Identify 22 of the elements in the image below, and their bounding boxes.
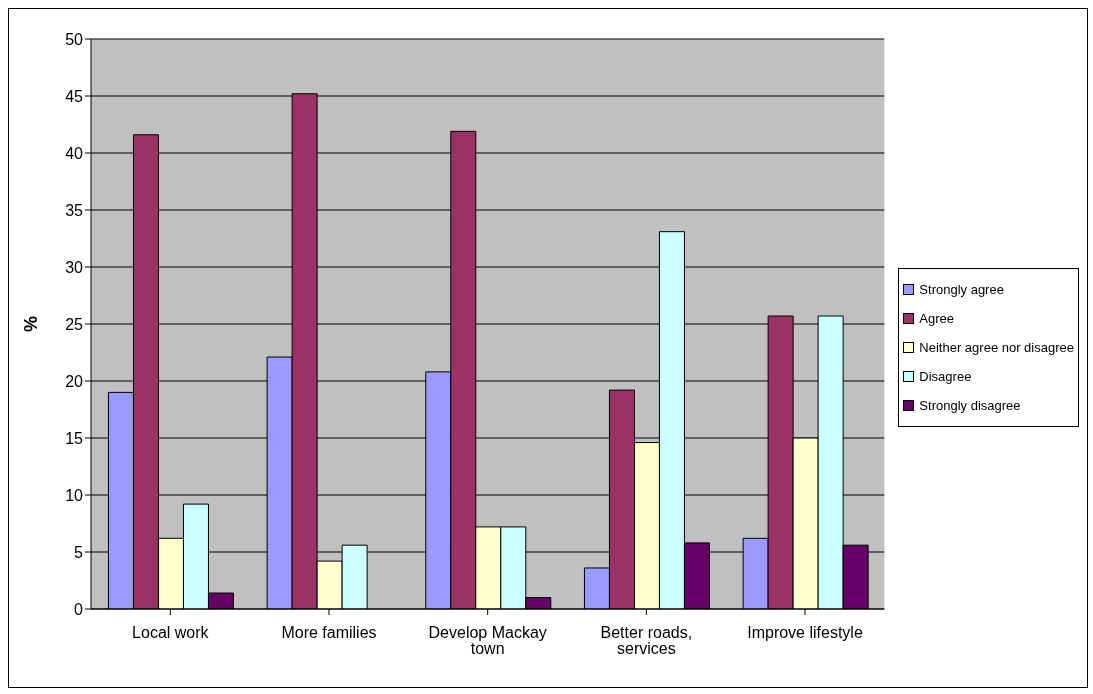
- x-tick-label: Local work: [132, 624, 210, 642]
- legend-label: Neither agree nor disagree: [919, 339, 1074, 355]
- y-tick-label: 0: [74, 600, 84, 618]
- y-tick-label: 30: [65, 258, 84, 276]
- legend-label: Strongly disagree: [919, 397, 1021, 413]
- legend-label: Agree: [919, 310, 955, 326]
- y-tick-label: 5: [74, 543, 84, 561]
- legend-label: Disagree: [919, 368, 972, 384]
- y-tick-label: 25: [65, 315, 84, 333]
- y-tick-label: 35: [65, 201, 84, 219]
- y-tick-label: 45: [65, 87, 84, 105]
- x-tick-label: Improve lifestyle: [747, 624, 863, 642]
- y-tick-label: 40: [65, 144, 84, 162]
- y-tick-label: 20: [65, 372, 84, 390]
- x-tick-label: More families: [281, 624, 377, 642]
- x-tick-label: Develop Mackay town: [428, 624, 547, 658]
- y-axis-title: %: [21, 315, 42, 333]
- y-tick-label: 10: [65, 486, 84, 504]
- legend-label: Strongly agree: [919, 281, 1004, 297]
- x-tick-label: Better roads, services: [600, 624, 693, 658]
- y-tick-label: 15: [65, 429, 84, 447]
- y-tick-label: 50: [65, 30, 84, 48]
